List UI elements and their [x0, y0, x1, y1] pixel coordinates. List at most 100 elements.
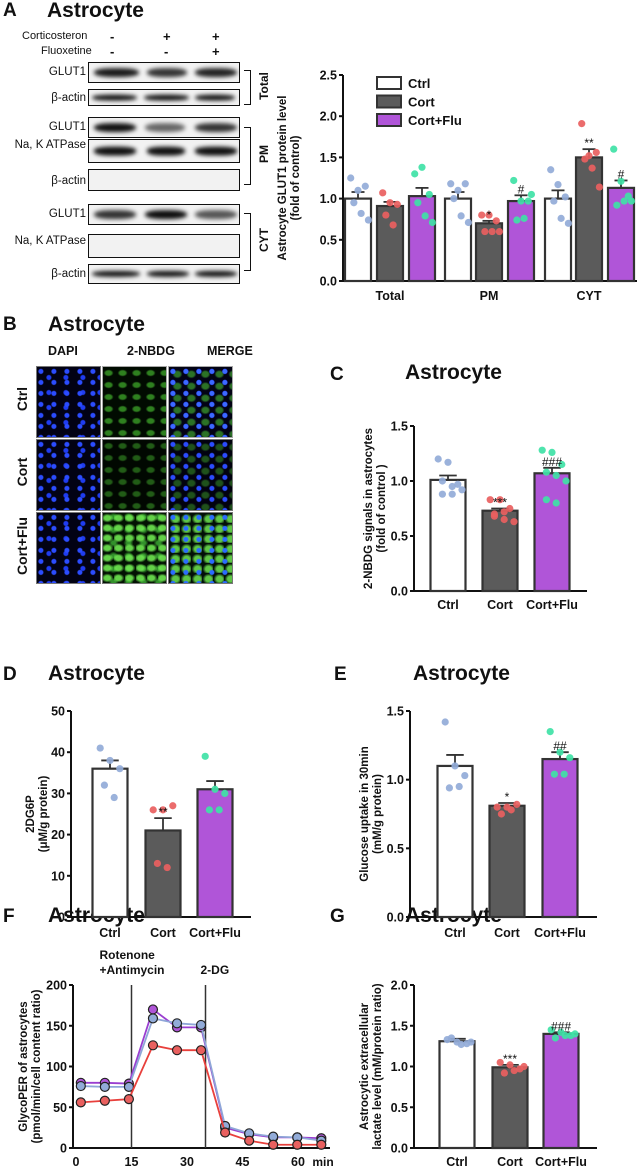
data-point — [550, 197, 558, 205]
y-tick-label: 0.0 — [391, 585, 408, 599]
y-axis-label: (mM/g protein) — [372, 774, 384, 854]
data-point — [557, 214, 565, 222]
micrograph-ctrl-merge — [168, 366, 233, 438]
blot-total-glut1 — [88, 62, 240, 83]
y-tick-label: 2.0 — [391, 979, 408, 993]
data-point — [566, 754, 574, 762]
data-point — [438, 490, 446, 498]
category-label: Cort+Flu — [526, 598, 578, 612]
data-point — [478, 211, 486, 219]
category-label: Total — [376, 289, 405, 303]
data-point — [542, 468, 551, 476]
data-point — [507, 806, 515, 814]
y-tick-label: 0 — [58, 911, 65, 925]
data-point — [450, 195, 458, 203]
data-point — [496, 1058, 504, 1067]
bar — [375, 204, 405, 283]
bar — [91, 767, 129, 919]
significance-marker: ** — [584, 136, 594, 150]
y-tick-label: 50 — [53, 1101, 67, 1115]
data-point — [551, 1034, 560, 1042]
data-point — [561, 1031, 569, 1040]
data-point — [418, 163, 426, 171]
column-header-2nbdg: 2-NBDG — [127, 344, 175, 358]
data-point — [500, 508, 508, 516]
data-point — [506, 504, 514, 513]
bar — [533, 472, 571, 593]
data-point — [556, 748, 564, 756]
blot-row-label: GLUT1 — [48, 208, 86, 220]
data-point — [457, 212, 465, 220]
y-tick-label: 1.5 — [391, 1019, 408, 1033]
data-point — [520, 1062, 528, 1071]
y-tick-label: 1.5 — [391, 420, 408, 434]
data-point — [488, 227, 496, 236]
data-point — [510, 518, 518, 526]
data-point — [485, 211, 493, 219]
bar — [543, 197, 573, 283]
category-label: Ctrl — [437, 598, 459, 612]
category-label: Cort — [487, 598, 514, 612]
blot-pm-atpase — [88, 139, 240, 163]
bar — [144, 829, 182, 919]
bar — [343, 197, 373, 283]
y-tick-label: 20 — [51, 828, 65, 842]
bracket-cyt — [244, 213, 251, 271]
blot-row-label: β-actin — [51, 92, 86, 104]
y-tick-label: 100 — [46, 1060, 67, 1074]
y-tick-label: 30 — [51, 787, 65, 801]
data-point — [99, 1095, 110, 1106]
bar — [488, 804, 526, 919]
data-point — [513, 216, 521, 224]
bar — [436, 764, 474, 919]
injection-annotation: +Antimycin — [100, 963, 165, 977]
y-tick-label: 0 — [60, 1142, 67, 1156]
sign: + — [212, 29, 220, 44]
data-point — [211, 785, 219, 793]
data-point — [379, 189, 387, 197]
category-label: Cort+Flu — [534, 926, 586, 940]
data-point — [571, 1030, 579, 1038]
data-point — [350, 199, 358, 207]
data-point — [444, 458, 452, 466]
data-point — [354, 186, 362, 194]
data-point — [434, 455, 442, 463]
category-label: Cort — [497, 1155, 524, 1169]
data-point — [147, 1013, 159, 1024]
blot-row-label: β-actin — [51, 268, 86, 280]
data-point — [448, 482, 456, 491]
data-point — [389, 221, 397, 229]
data-point — [588, 164, 596, 172]
data-point — [500, 1069, 508, 1077]
panel-g-letter: G — [330, 906, 345, 927]
panel-c-title: Astrocyte — [405, 361, 502, 384]
data-point — [205, 806, 213, 814]
bracket-pm — [244, 127, 251, 185]
bar — [491, 1066, 529, 1150]
data-point — [149, 806, 157, 814]
data-point — [454, 186, 462, 194]
data-point — [578, 120, 586, 128]
significance-marker: # — [618, 167, 625, 181]
data-point — [123, 1093, 135, 1105]
data-point — [75, 1080, 86, 1092]
data-point — [490, 510, 498, 518]
y-tick-label: 1.0 — [320, 192, 337, 206]
legend-swatch — [376, 113, 402, 127]
data-point — [428, 218, 436, 227]
micrograph-cort-2nbdg — [102, 439, 167, 511]
data-point — [548, 448, 556, 456]
sign: - — [110, 44, 115, 59]
data-point — [357, 209, 365, 218]
blot-row-label: Na, K ATPase — [14, 139, 86, 151]
significance-marker: ## — [553, 739, 567, 753]
x-tick-label: 0 — [73, 1155, 80, 1169]
injection-annotation: Rotenone — [100, 948, 156, 962]
category-label: Cort+Flu — [189, 926, 241, 940]
data-point — [215, 806, 223, 814]
micrograph-ctrl-dapi — [36, 366, 101, 438]
data-point — [448, 490, 456, 498]
data-point — [455, 782, 463, 791]
bar — [429, 478, 467, 593]
